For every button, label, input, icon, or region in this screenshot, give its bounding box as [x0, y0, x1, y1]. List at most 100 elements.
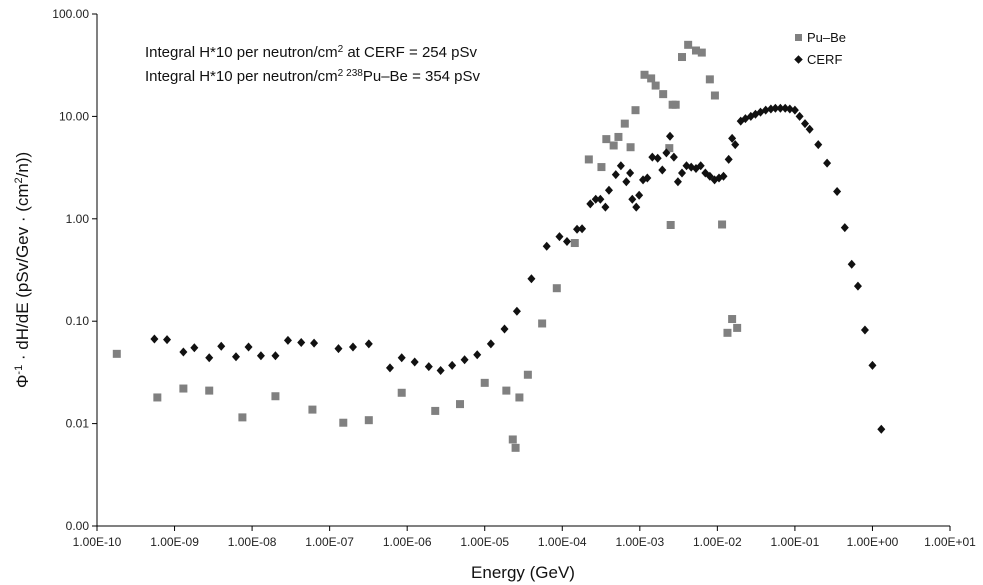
cerf-point: [823, 158, 832, 168]
legend: Pu–Be CERF: [794, 30, 846, 67]
cerf-point: [424, 362, 433, 372]
cerf-point: [231, 352, 240, 362]
y-tick-label: 0.10: [66, 314, 90, 328]
cerf-point: [527, 274, 536, 284]
x-tick-label: 1.00E-07: [305, 535, 354, 549]
pube-point: [523, 370, 532, 379]
y-axis-title: Φ-1 · dH/dE (pSv/Gev · (cm2/n)): [13, 152, 32, 388]
cerf-point: [297, 337, 306, 347]
cerf-point: [150, 334, 159, 344]
cerf-point: [616, 161, 625, 171]
pube-point: [570, 239, 579, 248]
cerf-point: [397, 353, 406, 363]
cerf-point: [460, 355, 469, 365]
cerf-point: [348, 342, 357, 352]
pube-point: [112, 349, 121, 358]
cerf-point: [662, 148, 671, 158]
y-tick-label: 0.00: [66, 519, 90, 533]
legend-marker-pube: [795, 34, 802, 41]
pube-point: [647, 74, 656, 83]
pube-point: [710, 91, 719, 100]
pube-point: [456, 400, 465, 409]
cerf-point: [801, 119, 810, 129]
cerf-point: [795, 111, 804, 121]
cerf-point: [761, 105, 770, 115]
cerf-point: [626, 168, 635, 178]
x-axis-ticks: 1.00E-10 1.00E-09 1.00E-08 1.00E-07 1.00E-06…: [73, 526, 976, 549]
cerf-point: [334, 344, 343, 354]
cerf-point: [283, 335, 292, 345]
pube-point: [651, 81, 660, 90]
x-tick-label: 1.00E-01: [771, 535, 820, 549]
cerf-point: [833, 186, 842, 196]
cerf-point: [643, 173, 652, 183]
x-tick-label: 1.00E-05: [460, 535, 509, 549]
pube-point: [640, 70, 649, 79]
cerf-point: [653, 153, 662, 163]
pube-point: [511, 443, 520, 452]
cerf-point: [632, 202, 641, 212]
pube-point: [705, 75, 714, 84]
cerf-point: [562, 237, 571, 247]
pube-point: [308, 405, 317, 414]
cerf-point: [877, 424, 886, 434]
cerf-point: [473, 350, 482, 360]
cerf-point: [853, 281, 862, 291]
cerf-point: [310, 338, 319, 348]
cerf-point: [555, 232, 564, 242]
cerf-point: [385, 363, 394, 373]
pube-point: [733, 323, 742, 332]
cerf-point: [573, 224, 582, 234]
pube-point: [718, 220, 727, 229]
cerf-point: [840, 223, 849, 233]
cerf-point: [648, 152, 657, 162]
pube-point: [238, 413, 247, 422]
x-tick-label: 1.00E+00: [847, 535, 899, 549]
pube-point: [659, 90, 668, 99]
cerf-point: [205, 353, 214, 363]
cerf-point: [696, 161, 705, 171]
pube-point: [614, 132, 623, 141]
cerf-point: [512, 306, 521, 316]
cerf-point: [847, 259, 856, 269]
pube-point: [626, 143, 635, 152]
cerf-point: [860, 325, 869, 335]
y-tick-label: 100.00: [52, 7, 89, 21]
cerf-point: [244, 342, 253, 352]
cerf-point: [601, 202, 610, 212]
cerf-point: [719, 171, 728, 181]
legend-label-cerf: CERF: [807, 52, 842, 67]
cerf-point: [790, 105, 799, 115]
pube-point: [179, 384, 188, 393]
y-tick-label: 10.00: [59, 109, 89, 123]
cerf-point: [776, 103, 785, 113]
cerf-point: [669, 152, 678, 162]
y-axis-ticks: 0.00 0.01 0.10 1.00 10.00 100.00: [52, 7, 97, 533]
annotation-pube-integral: Integral H*10 per neutron/cm2 238Pu–Be = …: [145, 68, 481, 86]
pube-point: [205, 386, 214, 395]
x-tick-label: 1.00E-04: [538, 535, 587, 549]
cerf-point: [611, 170, 620, 180]
cerf-point: [604, 185, 613, 195]
annotation-cerf-integral: Integral H*10 per neutron/cm2 at CERF = …: [145, 44, 477, 62]
cerf-point: [448, 360, 457, 370]
pube-point: [502, 386, 511, 395]
pube-point: [691, 46, 700, 55]
cerf-point: [665, 131, 674, 141]
pube-point: [552, 284, 561, 293]
pube-point: [620, 119, 629, 128]
x-tick-label: 1.00E-08: [228, 535, 277, 549]
cerf-point: [724, 154, 733, 164]
cerf-point: [731, 140, 740, 150]
cerf-point: [586, 199, 595, 209]
series-pube: [112, 40, 742, 452]
pube-point: [631, 106, 640, 115]
x-tick-label: 1.00E-10: [73, 535, 122, 549]
cerf-point: [410, 357, 419, 367]
pube-point: [665, 144, 674, 153]
x-tick-label: 1.00E-03: [615, 535, 664, 549]
cerf-point: [578, 224, 587, 234]
cerf-point: [217, 341, 226, 351]
pube-point: [515, 393, 524, 402]
cerf-point: [271, 351, 280, 361]
